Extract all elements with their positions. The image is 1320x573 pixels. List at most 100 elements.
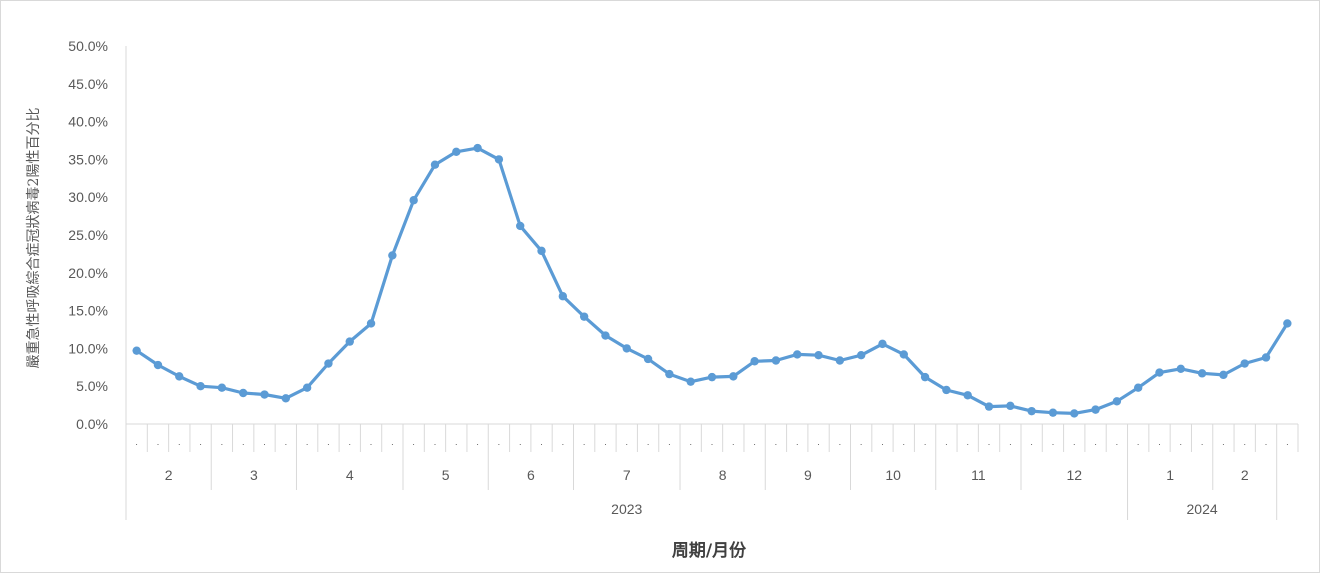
data-point	[409, 196, 418, 205]
week-tick-label: ·	[306, 439, 309, 449]
data-point	[814, 351, 823, 360]
month-tick-label: 7	[623, 467, 631, 483]
y-tick-label: 0.0%	[76, 416, 108, 432]
data-point	[729, 372, 738, 381]
week-tick-label: ·	[753, 439, 756, 449]
data-point	[302, 383, 312, 392]
week-tick-label: ·	[1265, 439, 1268, 449]
data-point	[537, 246, 546, 256]
data-point	[516, 221, 525, 231]
data-point	[963, 391, 972, 400]
data-point	[1240, 359, 1249, 368]
week-tick-label: ·	[583, 439, 586, 449]
week-tick-label: ·	[668, 439, 671, 449]
data-point	[473, 143, 482, 153]
data-point	[1133, 383, 1143, 392]
y-tick-label: 45.0%	[68, 76, 108, 92]
month-tick-label: 6	[527, 467, 535, 483]
week-tick-label: ·	[135, 439, 138, 449]
data-point	[239, 388, 248, 398]
week-tick-label: ·	[924, 439, 927, 449]
week-tick-label: ·	[604, 439, 607, 449]
month-tick-label: 2	[165, 467, 173, 483]
data-point	[452, 147, 461, 157]
data-point	[1155, 368, 1164, 377]
data-point	[366, 319, 376, 328]
data-point	[324, 359, 333, 368]
data-point	[1027, 406, 1036, 416]
week-tick-label: ·	[199, 439, 202, 449]
data-point	[558, 292, 568, 301]
month-tick-label: 12	[1066, 467, 1082, 483]
y-tick-label: 20.0%	[68, 265, 108, 281]
data-point	[899, 350, 908, 359]
week-tick-label: ·	[1222, 439, 1225, 449]
week-tick-label: ·	[838, 439, 841, 449]
y-axis-label: 嚴重急性呼吸綜合症冠狀病毒2陽性百分比	[26, 108, 42, 369]
week-tick-label: ·	[540, 439, 543, 449]
data-point	[1070, 409, 1079, 418]
week-tick-label: ·	[1094, 439, 1097, 449]
week-tick-label: ·	[1137, 439, 1140, 449]
data-point	[1219, 370, 1228, 380]
week-tick-label: ·	[455, 439, 458, 449]
month-tick-label: 11	[971, 467, 986, 483]
data-point	[196, 382, 205, 391]
data-point	[856, 351, 866, 360]
week-tick-label: ·	[284, 439, 287, 449]
week-tick-label: ·	[1030, 439, 1033, 449]
week-tick-label: ·	[263, 439, 266, 449]
week-tick-label: ·	[433, 439, 436, 449]
week-tick-label: ·	[561, 439, 564, 449]
data-point	[1261, 353, 1271, 362]
data-point	[835, 356, 845, 365]
week-tick-label: ·	[1179, 439, 1182, 449]
data-point	[132, 346, 141, 355]
month-tick-label: 10	[885, 467, 901, 483]
data-point	[622, 344, 631, 353]
data-point	[707, 372, 717, 382]
data-point	[643, 354, 653, 364]
week-tick-label: ·	[945, 439, 948, 449]
week-tick-label: ·	[220, 439, 223, 449]
data-point	[1048, 408, 1058, 417]
data-point	[1197, 369, 1207, 378]
data-point	[686, 377, 695, 386]
week-tick-label: ·	[1243, 439, 1246, 449]
y-tick-label: 10.0%	[68, 340, 108, 356]
week-tick-label: ·	[178, 439, 181, 449]
data-point	[601, 331, 610, 340]
data-point	[878, 339, 887, 349]
week-tick-label: ·	[391, 439, 394, 449]
week-tick-label: ·	[796, 439, 799, 449]
week-tick-label: ·	[1158, 439, 1161, 449]
x-axis-categories: · · · · · · · · · · · · · · · · · · · · · · · · · · · · · · · · · · · · · · · ·…	[125, 424, 1299, 520]
data-point	[750, 357, 759, 366]
week-tick-label: ·	[476, 439, 479, 449]
month-tick-label: 2	[1241, 467, 1249, 483]
y-tick-label: 30.0%	[68, 189, 108, 205]
y-tick-label: 40.0%	[68, 114, 108, 130]
data-point	[1283, 319, 1292, 328]
y-tick-label: 35.0%	[68, 151, 108, 167]
week-tick-label: ·	[966, 439, 969, 449]
data-point	[281, 394, 291, 403]
data-point	[1091, 405, 1100, 414]
week-tick-label: ·	[902, 439, 905, 449]
data-point	[388, 251, 397, 260]
year-tick-label: 2023	[611, 501, 642, 517]
y-tick-label: 15.0%	[68, 303, 108, 319]
week-tick-label: ·	[348, 439, 351, 449]
week-tick-label: ·	[1051, 439, 1054, 449]
data-point	[665, 369, 674, 379]
week-tick-label: ·	[1201, 439, 1204, 449]
data-point	[430, 160, 440, 169]
month-tick-label: 8	[719, 467, 727, 483]
week-tick-label: ·	[732, 439, 735, 449]
y-tick-label: 5.0%	[76, 378, 108, 394]
week-tick-label: ·	[497, 439, 500, 449]
week-tick-label: ·	[689, 439, 692, 449]
data-point	[494, 155, 504, 164]
week-tick-label: ·	[519, 439, 522, 449]
week-tick-label: ·	[1115, 439, 1118, 449]
